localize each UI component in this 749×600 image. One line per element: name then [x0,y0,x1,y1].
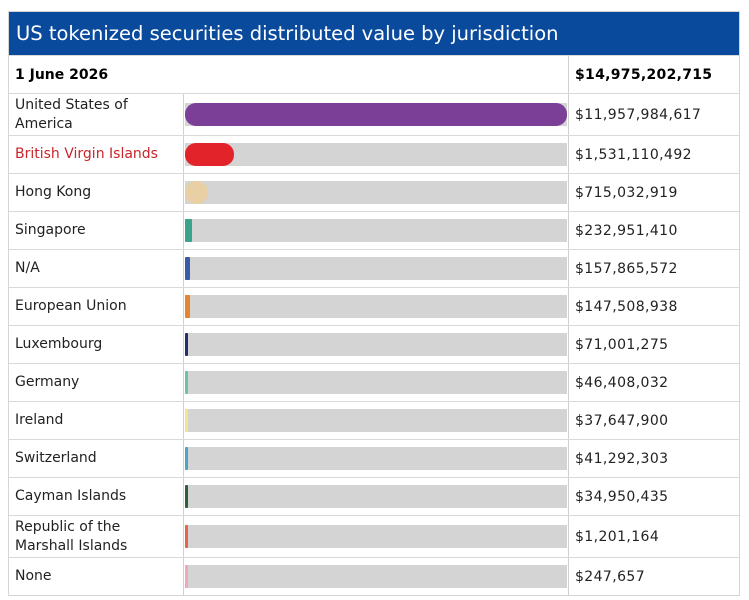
category-label: Luxembourg [15,336,103,352]
bar-track [185,565,567,588]
column-divider [568,56,569,93]
total-value: $14,975,202,715 [575,66,713,83]
value-label: $11,957,984,617 [575,106,702,123]
bar-cell [183,478,569,515]
value-label: $1,201,164 [575,528,660,545]
category-label: Germany [15,374,80,390]
bar-track [185,333,567,356]
category-label: None [15,568,52,584]
bar [185,257,190,280]
bar-cell [183,440,569,477]
bar-track [185,409,567,432]
header-row: 1 June 2026 $14,975,202,715 [9,55,739,93]
bar-cell [183,558,569,595]
bar-cell [183,364,569,401]
value-label: $247,657 [575,568,646,585]
bar-track [185,103,567,126]
category-label: Hong Kong [15,184,92,200]
bar [185,447,188,470]
table-row: European Union $147,508,938 [9,287,739,325]
bar [185,333,188,356]
table-row: N/A $157,865,572 [9,249,739,287]
category-label: N/A [15,260,40,276]
category-label: United States of America [15,96,128,132]
bar-track [185,143,567,166]
bar [185,525,188,548]
value-label: $232,951,410 [575,222,678,239]
category-label: Cayman Islands [15,488,127,504]
table-row: Ireland $37,647,900 [9,401,739,439]
bar-cell [183,326,569,363]
bar [185,409,188,432]
bar [185,295,190,318]
table-row: Germany $46,408,032 [9,363,739,401]
bar-cell [183,174,569,211]
category-label: Republic of the Marshall Islands [15,518,128,554]
bar-track [185,485,567,508]
chart-card: US tokenized securities distributed valu… [8,11,740,596]
table-row: Republic of the Marshall Islands $1,201,1… [9,515,739,557]
bar [185,371,188,394]
value-label: $71,001,275 [575,336,669,353]
bar-track [185,295,567,318]
table-row: British Virgin Islands $1,531,110,492 [9,135,739,173]
bar-rows: United States of America $11,957,984,617 B… [9,93,739,595]
table-row: Cayman Islands $34,950,435 [9,477,739,515]
bar-cell [183,212,569,249]
value-label: $34,950,435 [575,488,669,505]
category-label: Ireland [15,412,64,428]
category-label: British Virgin Islands [15,146,158,162]
bar [185,219,192,242]
chart-title: US tokenized securities distributed valu… [9,12,739,55]
bar-cell [183,402,569,439]
bar-track [185,447,567,470]
bar [185,103,567,126]
table-row: Singapore $232,951,410 [9,211,739,249]
date-label: 1 June 2026 [15,66,109,83]
bar [185,181,208,204]
table-row: Hong Kong $715,032,919 [9,173,739,211]
value-label: $46,408,032 [575,374,669,391]
bar-cell [183,288,569,325]
bar-cell [183,94,569,135]
bar-cell [183,136,569,173]
value-label: $715,032,919 [575,184,678,201]
category-label: European Union [15,298,127,314]
table-row: Switzerland $41,292,303 [9,439,739,477]
bar [185,143,234,166]
bar-track [185,257,567,280]
bar-cell [183,250,569,287]
bar-track [185,219,567,242]
category-label: Singapore [15,222,86,238]
bar [185,485,188,508]
bar [185,565,188,588]
table-row: Luxembourg $71,001,275 [9,325,739,363]
table-row: None $247,657 [9,557,739,595]
bar-track [185,525,567,548]
value-label: $37,647,900 [575,412,669,429]
category-label: Switzerland [15,450,97,466]
bar-track [185,181,567,204]
value-label: $1,531,110,492 [575,146,692,163]
table-row: United States of America $11,957,984,617 [9,93,739,135]
value-label: $147,508,938 [575,298,678,315]
value-label: $41,292,303 [575,450,669,467]
value-label: $157,865,572 [575,260,678,277]
bar-cell [183,516,569,557]
bar-track [185,371,567,394]
